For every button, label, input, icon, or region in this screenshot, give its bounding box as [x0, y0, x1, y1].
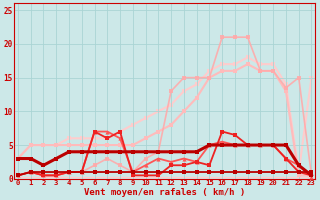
X-axis label: Vent moyen/en rafales ( km/h ): Vent moyen/en rafales ( km/h ) [84, 188, 245, 197]
